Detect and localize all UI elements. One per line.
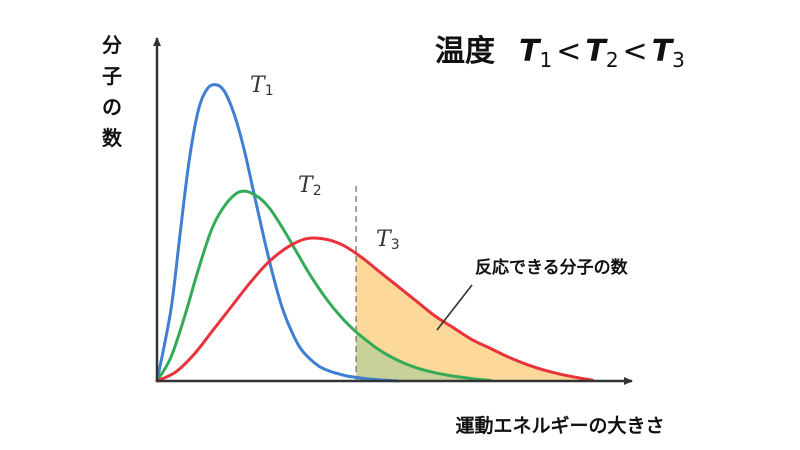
shaded-region-high bbox=[356, 253, 593, 381]
title-subscript-1: 1 bbox=[539, 48, 552, 72]
y-axis-label-char: 子 bbox=[102, 64, 122, 88]
series-labels-group: T1 T2 T3 bbox=[250, 73, 400, 253]
y-axis-label-char: 数 bbox=[102, 126, 123, 150]
title-subscript-2: 2 bbox=[606, 48, 619, 72]
series-label-t1: T1 bbox=[250, 73, 274, 99]
title-subscript-3: 3 bbox=[672, 48, 685, 72]
title-symbol-t3: T bbox=[652, 34, 675, 69]
series-line-t2 bbox=[155, 189, 492, 383]
annotation-leader-line bbox=[436, 284, 473, 331]
shaded-region-annotation: 反応できる分子の数 bbox=[475, 257, 629, 278]
series-label-t3: T3 bbox=[376, 227, 400, 253]
y-axis-label-char: 分 bbox=[102, 33, 122, 57]
shaded-region-group bbox=[356, 253, 593, 381]
shaded-region-low bbox=[356, 331, 491, 381]
title-prefix: 温度 bbox=[435, 34, 495, 69]
title-less-than: < bbox=[623, 34, 648, 69]
series-line-t3 bbox=[155, 236, 594, 383]
series-label-t2: T2 bbox=[298, 173, 322, 199]
y-axis-label-char: の bbox=[102, 95, 122, 119]
title-symbol-t1: T bbox=[519, 34, 542, 69]
y-axis-label: 分子の数 bbox=[102, 33, 123, 150]
x-axis-label: 運動エネルギーの大きさ bbox=[455, 414, 664, 437]
chart-title: 温度 T1 < T2 < T3 bbox=[435, 34, 685, 72]
title-less-than: < bbox=[556, 34, 581, 69]
title-symbol-t2: T bbox=[585, 34, 608, 69]
series-group bbox=[155, 83, 594, 383]
series-line-t1 bbox=[155, 83, 400, 383]
